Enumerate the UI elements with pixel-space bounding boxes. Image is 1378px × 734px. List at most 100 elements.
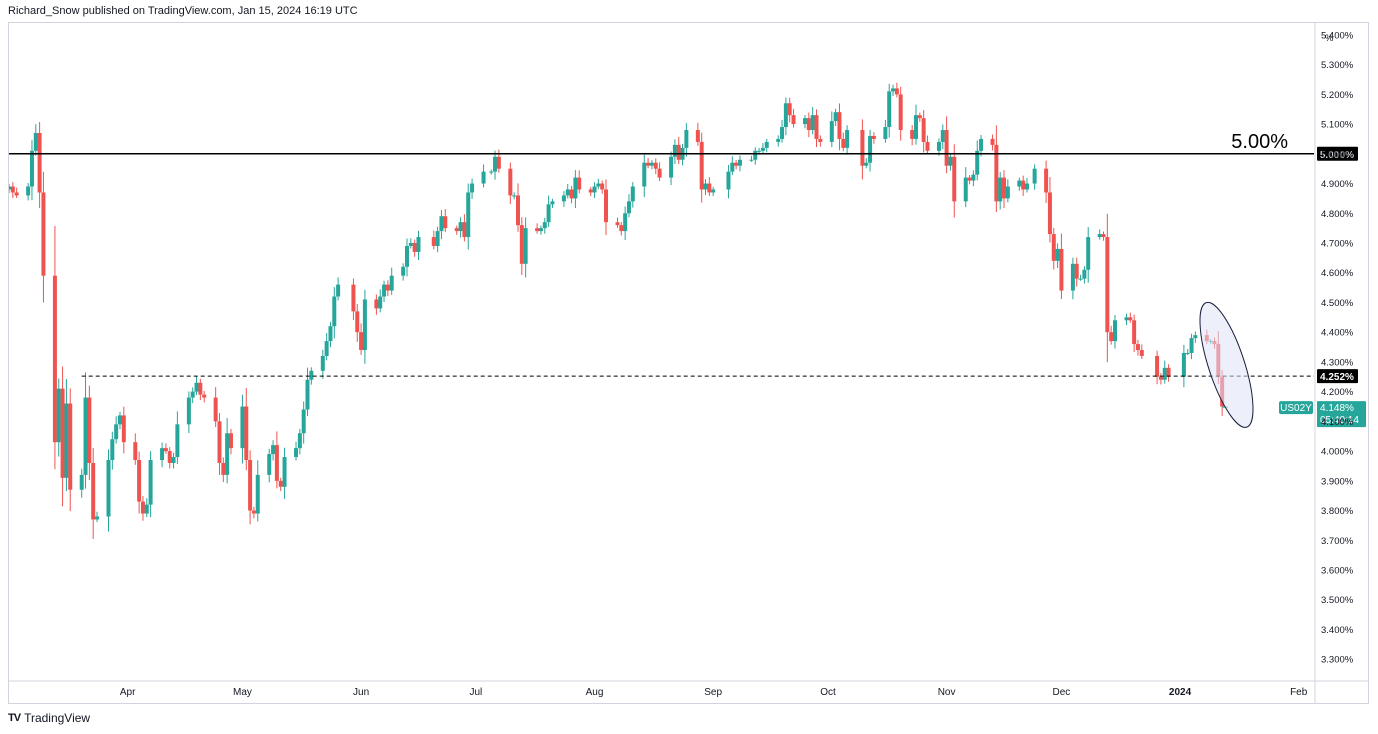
candle-body [1032, 168, 1037, 184]
candle-body [600, 183, 605, 190]
axis-level-text: 5.000% [1320, 150, 1354, 161]
candle-body [887, 91, 892, 128]
candle-body [355, 311, 360, 333]
candle-body [228, 433, 233, 449]
candle-body [133, 442, 138, 461]
candle-body [604, 189, 609, 223]
candle-body [1086, 237, 1091, 270]
candle-body [144, 504, 149, 514]
candle-body [198, 382, 203, 395]
brand-name: TradingView [24, 711, 91, 725]
candle-body [278, 480, 283, 487]
axis-level-badge [1317, 369, 1358, 384]
y-tick-label: 5.400% [1321, 30, 1354, 41]
y-tick-label: 3.700% [1321, 536, 1354, 547]
candle-body [883, 127, 888, 139]
brand-footer[interactable]: TV TradingView [8, 711, 90, 725]
annotation-ellipse [1199, 301, 1254, 428]
candle-body [489, 171, 494, 173]
candle-body [695, 130, 700, 142]
candle-body [871, 135, 876, 139]
candle-body [91, 462, 96, 520]
y-tick-label: 3.500% [1321, 595, 1354, 606]
axis-level-text: 4.252% [1320, 372, 1354, 383]
candle-body [389, 275, 394, 291]
candle-body [998, 177, 1003, 202]
candle-body [1166, 367, 1171, 377]
y-tick-label: 3.800% [1321, 506, 1354, 517]
candle-body [190, 391, 195, 398]
candle-body [251, 510, 256, 514]
candle-body [458, 222, 463, 232]
candle-body [60, 388, 65, 478]
candle-body [79, 474, 84, 490]
overlays-layer: 5.00% 5.000% 4.252% US02Y 4.148%05:40:14 [9, 131, 1366, 428]
candle-body [921, 118, 926, 142]
candle-body [837, 112, 842, 139]
candle-body [148, 460, 153, 505]
candle-body [301, 409, 306, 434]
last-price-text: 4.148% [1320, 403, 1354, 414]
candle-body [523, 228, 528, 264]
candle-body [1109, 332, 1114, 342]
candle-body [1074, 263, 1079, 279]
candle-body [841, 138, 846, 148]
candle-body [408, 242, 413, 246]
candle-body [240, 406, 245, 449]
candle-body [163, 448, 168, 452]
symbol-badge [1279, 401, 1313, 415]
candle-body [68, 403, 73, 490]
candle-body [439, 216, 444, 232]
x-tick-label: 2024 [1169, 687, 1192, 698]
candle-body [669, 156, 674, 178]
candle-body [550, 201, 555, 205]
candle-body [615, 222, 620, 226]
candle-body [9, 186, 11, 190]
candle-body [952, 156, 957, 202]
y-tick-label: 3.300% [1321, 655, 1354, 666]
candle-body [431, 237, 436, 246]
y-tick-label: 3.600% [1321, 566, 1354, 577]
candle-body [202, 394, 207, 398]
y-tick-label: 4.400% [1321, 328, 1354, 339]
candle-body [760, 147, 765, 151]
candle-body [282, 457, 287, 487]
candle-body [26, 186, 31, 196]
candle-body [493, 156, 498, 172]
candle-body [917, 115, 922, 119]
level-label: 5.00% [1231, 131, 1288, 153]
candle-body [221, 462, 226, 475]
candle-body [255, 474, 260, 514]
candle-body [630, 186, 635, 202]
y-tick-label: 4.600% [1321, 268, 1354, 279]
candle-body [546, 204, 551, 223]
candle-body [1162, 367, 1167, 380]
candle-body [940, 130, 945, 142]
candle-body [737, 159, 742, 166]
candle-body [167, 451, 172, 463]
candle-body [672, 144, 677, 157]
candle-body [894, 88, 899, 95]
candle-body [382, 284, 387, 297]
candle-body [1082, 269, 1087, 279]
y-tick-label: 4.100% [1321, 417, 1354, 428]
candle-body [52, 275, 57, 443]
candle-body [971, 174, 976, 181]
x-tick-label: Feb [1290, 687, 1308, 698]
candle-body [351, 284, 356, 312]
candle-body [864, 162, 869, 166]
y-tick-label: 3.900% [1321, 476, 1354, 487]
candle-body [1051, 234, 1056, 261]
candle-body [1024, 183, 1029, 190]
candle-body [707, 183, 712, 193]
candle-body [41, 192, 46, 276]
candle-body [244, 406, 249, 461]
candle-body [515, 195, 520, 226]
x-tick-label: May [233, 687, 252, 698]
candle-body [783, 103, 788, 128]
candle-body [508, 168, 513, 196]
candle-body [328, 326, 333, 342]
candle-body [577, 177, 582, 190]
candle-body [412, 242, 417, 252]
